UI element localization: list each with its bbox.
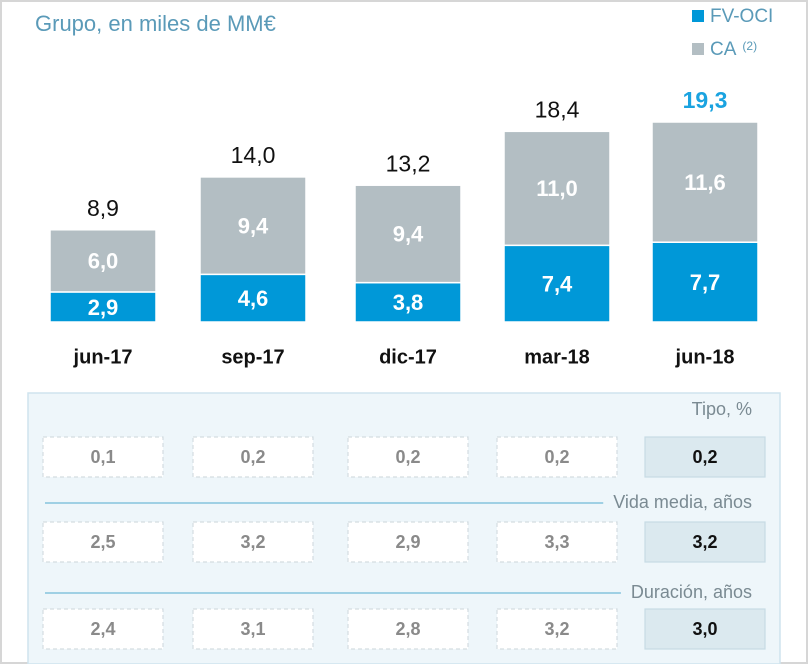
cell-box [644, 436, 766, 478]
total-label: 14,0 [231, 142, 276, 168]
bar-segment [49, 229, 157, 293]
x-tick-label: jun-18 [675, 346, 735, 368]
legend-swatch [692, 10, 704, 22]
value-label: 7,7 [690, 270, 721, 295]
total-label: 19,3 [683, 87, 728, 113]
cell-value: 0,1 [90, 447, 115, 467]
bar-segment [354, 281, 462, 323]
cell-box [42, 608, 164, 650]
cell-value: 0,2 [692, 447, 717, 467]
x-tick-label: dic-17 [379, 346, 437, 368]
cell-box [42, 521, 164, 563]
cell-box [496, 436, 618, 478]
x-tick-label: sep-17 [221, 346, 284, 368]
x-tick-label: mar-18 [524, 346, 590, 368]
cell-box [496, 521, 618, 563]
legend-label: FV-OCI [710, 6, 773, 27]
cell-box [347, 608, 469, 650]
value-label: 9,4 [393, 222, 424, 247]
cell-value: 2,4 [90, 619, 115, 639]
value-label: 9,4 [238, 213, 269, 238]
value-label: 11,6 [684, 170, 726, 195]
bar-segment [354, 184, 462, 284]
cell-box [192, 521, 314, 563]
row-label: Tipo, % [692, 399, 752, 419]
row-label: Vida media, años [613, 492, 752, 512]
bar-segment [199, 176, 307, 276]
cell-value: 2,9 [395, 532, 420, 552]
cell-value: 3,1 [240, 619, 265, 639]
cell-value: 3,3 [544, 532, 569, 552]
cell-value: 3,0 [692, 619, 717, 639]
cell-box [192, 436, 314, 478]
value-label: 7,4 [542, 271, 573, 296]
cell-value: 3,2 [240, 532, 265, 552]
cell-box [644, 608, 766, 650]
bar-segment [651, 121, 759, 243]
total-label: 8,9 [87, 195, 119, 221]
value-label: 11,0 [536, 176, 578, 201]
cell-box [192, 608, 314, 650]
cell-value: 0,2 [240, 447, 265, 467]
bar-segment [503, 130, 611, 247]
cell-value: 0,2 [395, 447, 420, 467]
legend-note: (2) [742, 39, 757, 53]
cell-value: 2,5 [90, 532, 115, 552]
bar-segment [49, 291, 157, 323]
bar-segment [199, 273, 307, 323]
legend-label: CA [710, 39, 737, 60]
value-label: 2,9 [88, 295, 119, 320]
cell-box [42, 436, 164, 478]
cell-box [644, 521, 766, 563]
cell-value: 3,2 [692, 532, 717, 552]
total-label: 13,2 [386, 150, 431, 176]
cell-value: 0,2 [544, 447, 569, 467]
total-label: 18,4 [535, 96, 580, 122]
cell-box [347, 436, 469, 478]
chart-title: Grupo, en miles de MM€ [35, 11, 276, 36]
cell-value: 3,2 [544, 619, 569, 639]
cell-box [496, 608, 618, 650]
value-label: 4,6 [238, 286, 269, 311]
value-label: 6,0 [88, 249, 119, 274]
value-label: 3,8 [393, 290, 424, 315]
cell-box [347, 521, 469, 563]
cell-value: 2,8 [395, 619, 420, 639]
row-label: Duración, años [631, 582, 752, 602]
bar-segment [503, 244, 611, 323]
x-tick-label: jun-17 [73, 346, 133, 368]
legend-swatch [692, 43, 704, 55]
